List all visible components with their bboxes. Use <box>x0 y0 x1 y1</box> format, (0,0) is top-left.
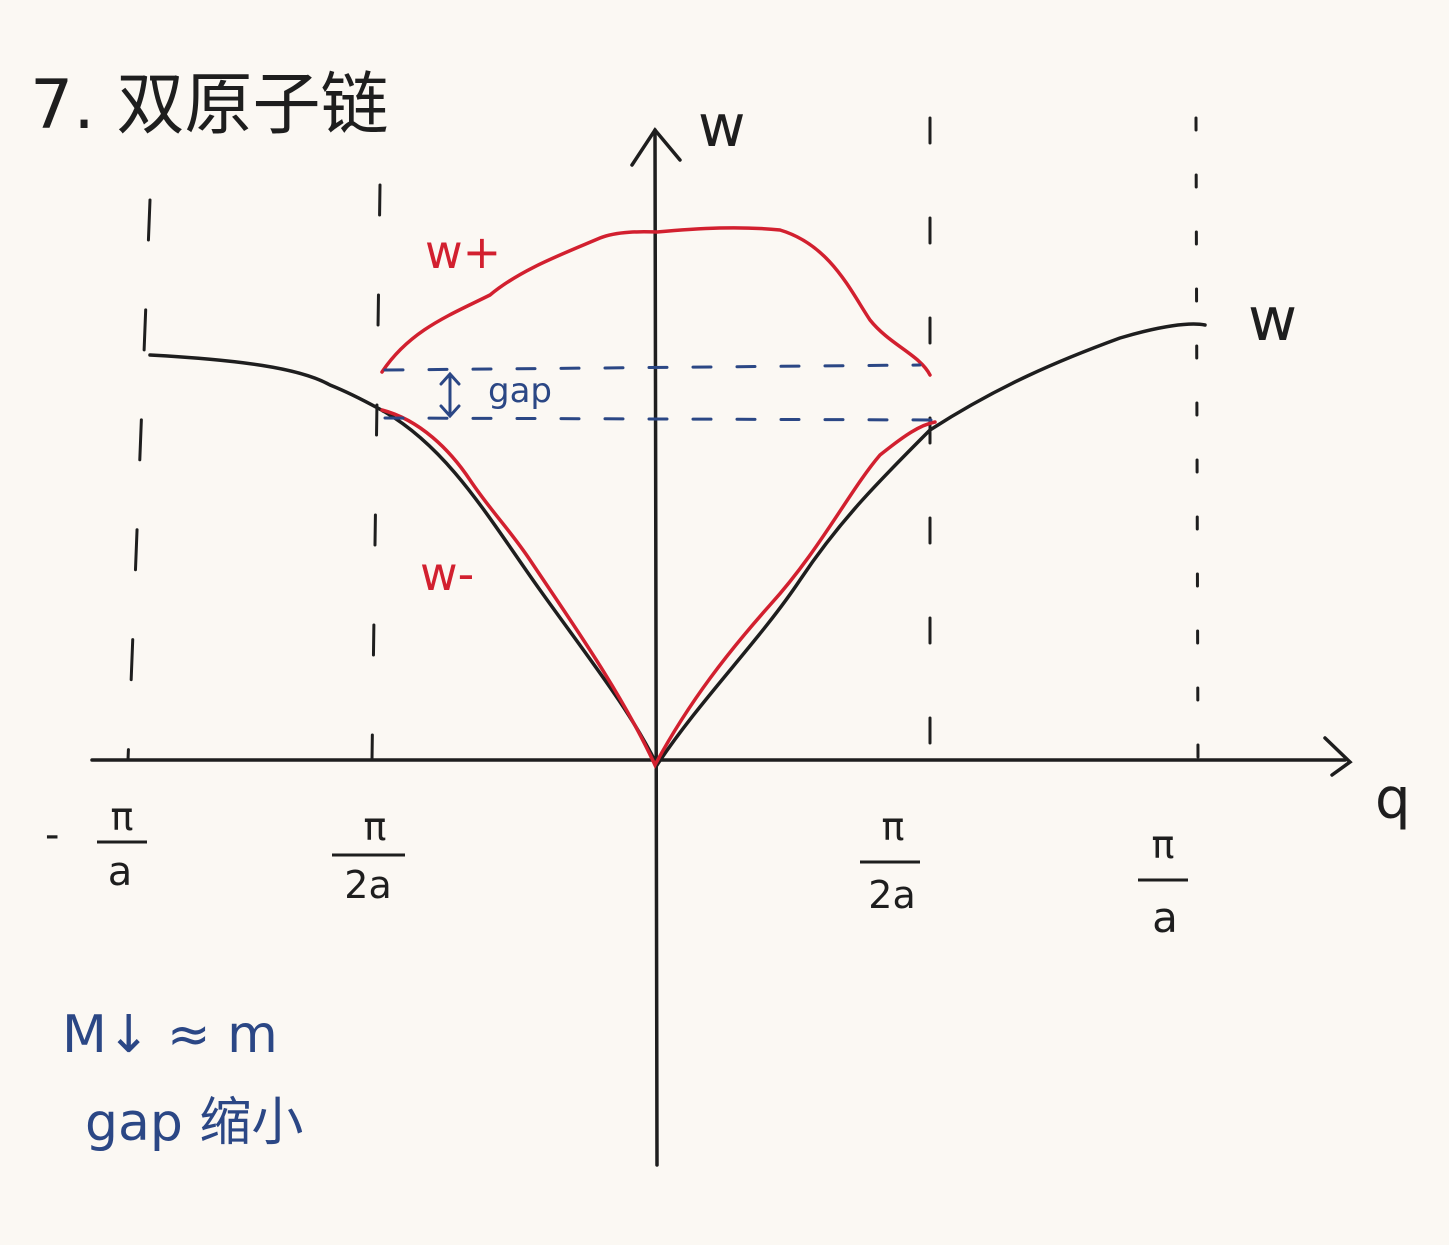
boundary-line-neg-pi-2a <box>370 183 382 762</box>
y-axis-label: w <box>698 92 745 160</box>
label-w-minus: w- <box>420 547 474 601</box>
gap-lower-line <box>383 416 937 422</box>
tick-denominator: 2a <box>868 873 915 917</box>
gap-arrow <box>439 371 461 419</box>
tick-denominator: a <box>1152 893 1178 942</box>
label-w-original: w <box>1248 285 1297 355</box>
gap-upper-line <box>383 363 922 372</box>
label-w-plus: w+ <box>425 225 501 279</box>
y-axis-arrowhead <box>630 127 682 167</box>
tick-label-pos-pi-2a: π 2a <box>860 805 920 917</box>
tick-denominator: a <box>108 849 133 895</box>
x-axis-label: q <box>1375 767 1411 832</box>
original-curve-w <box>148 322 1207 769</box>
tick-label-neg-pi-2a: π 2a <box>332 805 405 907</box>
optical-branch-w-plus <box>380 226 932 377</box>
tick-numerator: π <box>364 805 387 849</box>
note-gap-shrink: gap 缩小 <box>85 1093 303 1153</box>
tick-numerator: π <box>1152 823 1175 867</box>
note-mass-ratio: M↓ ≈ m <box>62 1005 278 1065</box>
tick-numerator: π <box>882 805 905 849</box>
boundary-line-neg-pi-a <box>126 198 152 762</box>
tick-label-pos-pi-a: π a <box>1138 823 1188 942</box>
tick-sign: - <box>45 812 59 858</box>
diagram-title: 7. 双原子链 <box>30 66 389 145</box>
label-gap: gap <box>488 371 552 411</box>
y-axis <box>653 128 659 1167</box>
acoustic-branch-w-minus <box>380 408 937 769</box>
tick-numerator: π <box>111 795 134 839</box>
boundary-line-pos-pi-a <box>1194 116 1200 762</box>
x-axis-arrowhead <box>1323 736 1353 777</box>
tick-label-neg-pi-a: - π a <box>45 795 147 895</box>
tick-denominator: 2a <box>344 863 391 907</box>
